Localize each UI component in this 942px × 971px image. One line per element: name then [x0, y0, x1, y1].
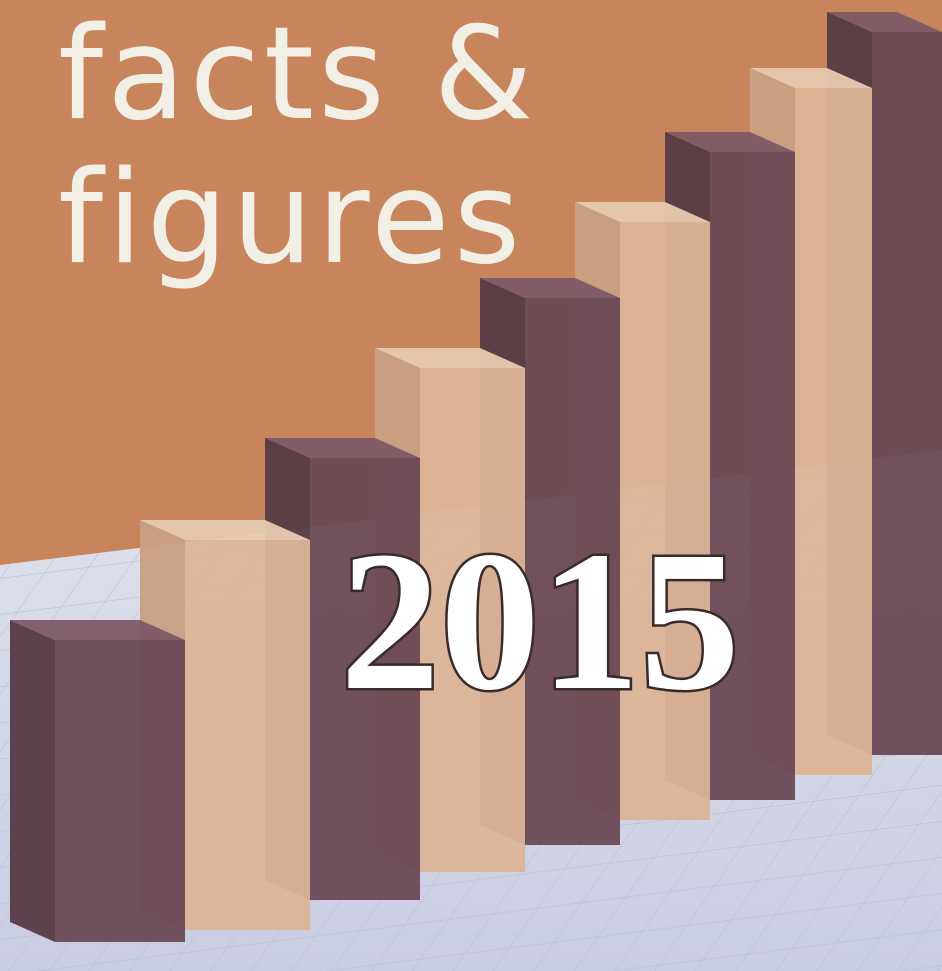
poster: facts & figures 2015: [0, 0, 942, 971]
title-line: facts &: [58, 0, 537, 149]
year: 2015: [340, 511, 740, 732]
bar-side: [10, 620, 55, 942]
bar-front: [795, 88, 872, 775]
bar-front: [55, 640, 185, 942]
title-line: figures: [58, 144, 524, 293]
bar-front: [185, 540, 310, 930]
page: facts & figures 2015 (() => { const data…: [0, 0, 942, 971]
bar-front: [872, 32, 942, 755]
